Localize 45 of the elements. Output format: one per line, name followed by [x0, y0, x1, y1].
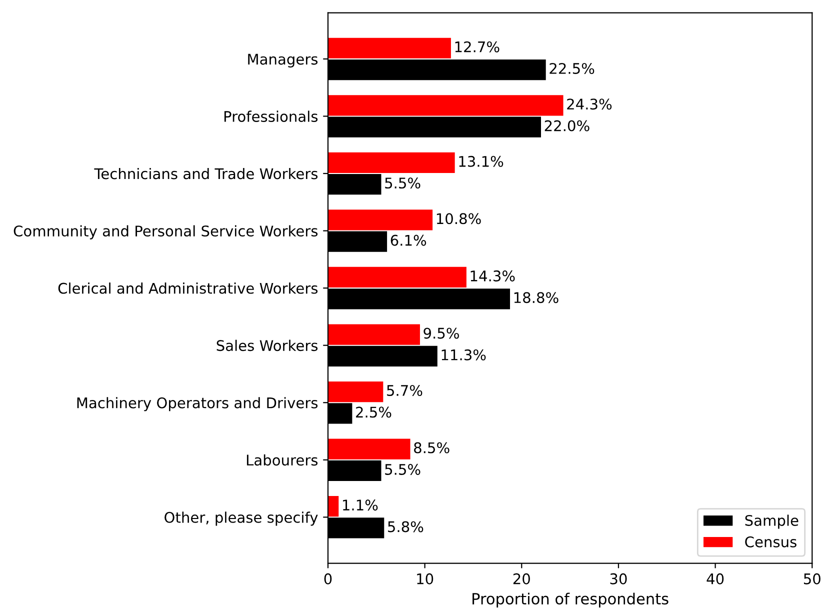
data-label: 24.3%	[567, 98, 612, 110]
data-label: 6.1%	[390, 234, 426, 246]
y-tick-label: Clerical and Administrative Workers	[58, 282, 318, 294]
bar	[328, 95, 564, 116]
data-label: 11.3%	[442, 349, 486, 360]
data-label: 12.7%	[455, 41, 500, 52]
data-label: 5.7%	[387, 384, 422, 396]
data-label: 13.1%	[459, 156, 504, 167]
y-tick-label: Community and Personal Service Workers	[14, 225, 318, 240]
data-label: 2.5%	[356, 406, 392, 418]
x-axis-title: Proportion of respondents	[472, 592, 668, 608]
legend-label: Census	[745, 536, 796, 548]
data-label: 1.1%	[343, 500, 378, 511]
y-tick-label: Technicians and Trade Workers	[94, 168, 318, 180]
data-label: 22.0%	[544, 120, 590, 132]
data-label: 18.8%	[514, 292, 558, 304]
x-tick-label: 20	[513, 573, 530, 584]
x-tick-label: 40	[706, 573, 724, 584]
x-tick-label: 0	[324, 573, 332, 584]
data-label: 5.8%	[388, 521, 424, 532]
x-tick-label: 50	[804, 573, 820, 584]
data-label: 9.5%	[424, 328, 459, 339]
bar	[328, 496, 339, 517]
y-tick-label: Other, please specify	[164, 512, 318, 526]
bar	[328, 152, 455, 173]
x-tick-label: 10	[417, 573, 434, 584]
bar	[328, 38, 451, 58]
data-label: 8.5%	[414, 442, 450, 454]
x-tick-label: 30	[610, 573, 627, 584]
bar	[328, 324, 420, 345]
bar	[328, 438, 410, 460]
y-tick-label: Professionals	[224, 110, 318, 122]
bar	[328, 381, 384, 402]
bar	[328, 210, 433, 230]
y-tick-label: Sales Workers	[216, 340, 318, 352]
data-label: 5.5%	[385, 178, 420, 189]
legend-label: Sample	[745, 514, 798, 529]
data-label: 22.5%	[550, 62, 594, 74]
data-label: 10.8%	[436, 213, 481, 224]
data-label: 5.5%	[385, 464, 420, 475]
y-tick-label: Machinery Operators and Drivers	[77, 397, 318, 412]
y-tick-label: Labourers	[246, 454, 318, 466]
data-label: 14.3%	[470, 270, 515, 282]
y-tick-label: Managers	[248, 54, 318, 68]
bar	[328, 266, 466, 288]
